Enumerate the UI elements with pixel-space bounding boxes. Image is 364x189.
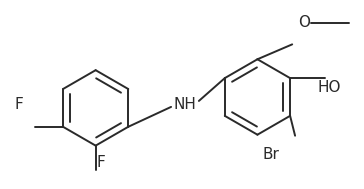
Text: NH: NH (174, 97, 197, 112)
Text: O: O (298, 15, 310, 30)
Text: HO: HO (317, 80, 341, 94)
Text: F: F (15, 97, 24, 112)
Text: F: F (96, 155, 105, 170)
Text: Br: Br (263, 147, 280, 162)
